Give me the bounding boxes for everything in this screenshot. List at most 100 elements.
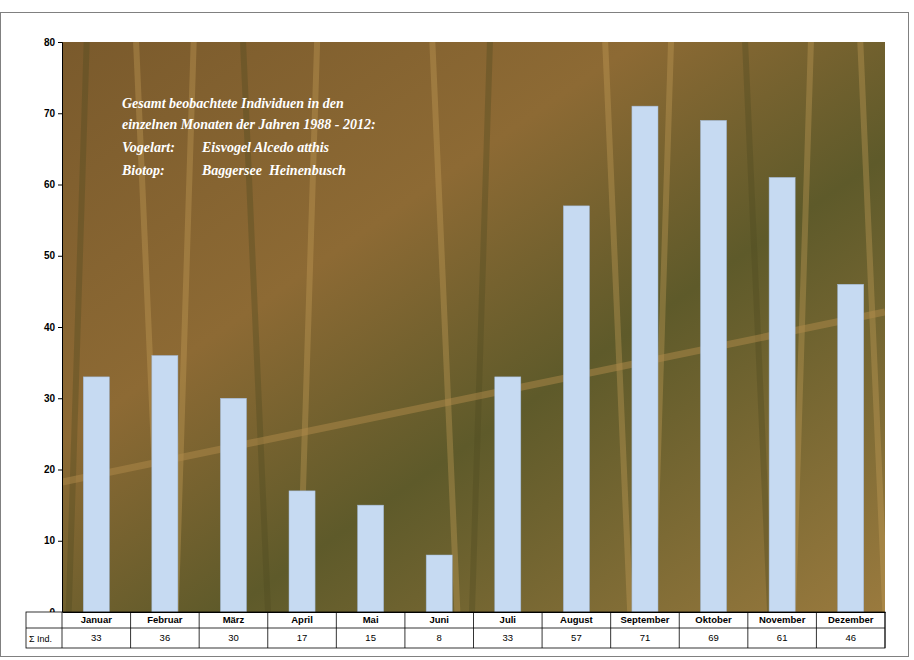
annotation-label: Vogelart: [122,140,175,155]
x-tick: Mai [363,612,379,625]
x-tick-label: März [223,614,245,625]
y-tick-mark [58,256,62,257]
x-tick-label: Juni [429,614,449,625]
y-tick-mark [58,42,62,43]
reed [745,42,770,612]
x-tick: Oktober [695,612,732,625]
value-cell: 33 [91,628,102,643]
x-tick-label: Oktober [695,614,732,625]
table-column-line [816,612,817,648]
bar [289,491,315,612]
table-column-line [610,612,611,648]
table-column-line [885,612,886,648]
table-row-label: Σ Ind. [29,634,52,644]
x-tick: September [620,612,669,625]
value-label: 33 [503,632,514,643]
y-tick-label: 80 [44,37,56,48]
table-column-line [473,612,474,648]
y-tick: 10 [44,535,62,546]
y-tick-label: 70 [44,108,56,119]
x-tick-label: Februar [147,614,183,625]
reed [605,42,630,612]
value-cell: 61 [777,628,788,643]
y-tick-label: 50 [44,250,56,261]
y-axis-line [58,43,63,613]
bar [769,177,795,612]
bar [220,398,246,612]
value-cell: 69 [708,628,719,643]
table-row-line [26,628,885,629]
bar [563,206,589,612]
value-cell: 30 [228,628,239,643]
value-row: 33 36 30 17 15 8 33 57 71 69 61 46 [63,628,886,643]
value-label: 15 [365,632,376,643]
bar [152,356,178,613]
data-table: Σ Ind. [26,612,885,648]
table-column-line [404,612,405,648]
value-label: 71 [640,632,651,643]
value-label: 36 [160,632,171,643]
value-cell: 33 [503,628,514,643]
annotation-label: Biotop: [121,163,165,178]
value-label: 57 [571,632,582,643]
y-tick-mark [58,541,62,542]
table-column-line [62,612,63,648]
bar [495,377,521,612]
x-tick: November [759,612,806,625]
table-column-line [267,612,268,648]
x-tick: Februar [147,612,183,625]
y-tick: 50 [44,250,62,261]
value-label: 17 [297,632,308,643]
y-tick-label: 30 [44,393,56,404]
x-tick-label: April [291,614,313,625]
x-tick: Januar [81,612,112,625]
value-label: 8 [437,632,442,643]
branch [62,312,885,482]
x-tick-label: September [620,614,669,625]
reed [432,42,457,612]
bar [358,505,384,612]
y-tick-label: 10 [44,535,56,546]
bar [701,120,727,612]
bar [83,377,109,612]
title-line: Gesamt beobachtete Individuen in den [122,96,344,111]
y-tick-mark [58,113,62,114]
value-label: 33 [91,632,102,643]
y-tick: 30 [44,393,62,404]
table-column-line [336,612,337,648]
table-frame [26,612,885,648]
table-column-line [747,612,748,648]
y-tick: 80 [44,37,62,48]
value-cell: 46 [845,628,856,643]
value-cell: 57 [571,628,582,643]
y-tick: 20 [44,464,62,475]
x-tick-label: August [560,614,594,625]
x-tick-label: Januar [81,614,112,625]
x-tick: August [560,612,594,625]
y-tick-mark [58,185,62,186]
bars [83,106,863,612]
x-tick-label: November [759,614,806,625]
table-column-line [130,612,131,648]
x-tick-label: Mai [363,614,379,625]
y-tick-label: 60 [44,179,56,190]
x-tick: Dezember [828,612,874,625]
value-cell: 71 [640,628,651,643]
title: Gesamt beobachtete Individuen in deneinz… [122,96,376,132]
y-tick-mark [58,327,62,328]
x-tick-label: Dezember [828,614,874,625]
y-tick: 60 [44,179,62,190]
y-tick: 70 [44,108,62,119]
table-column-line [199,612,200,648]
reed [860,42,885,612]
y-axis: 01020304050607080 [44,37,63,618]
x-axis: Januar Februar März April Mai Juni Juli August S… [63,612,886,625]
x-tick: Juli [500,612,516,625]
value-label: 69 [708,632,719,643]
x-tick: April [291,612,313,625]
table-column-line [679,612,680,648]
bar [426,555,452,612]
y-tick-label: 20 [44,464,56,475]
x-tick-label: Juli [500,614,516,625]
y-tick-mark [58,470,62,471]
